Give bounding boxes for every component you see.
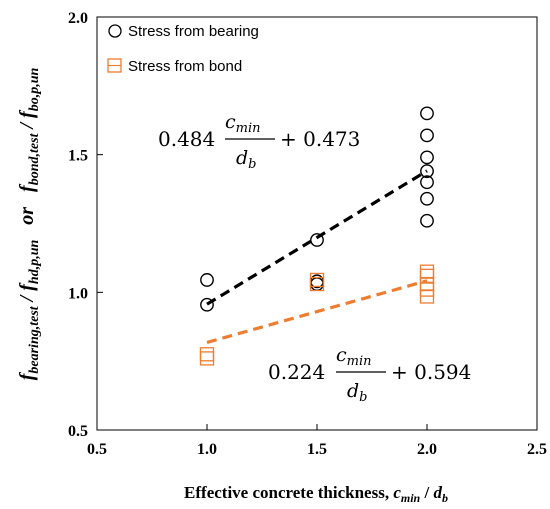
eq-bearing-denominator: db	[236, 147, 257, 172]
x-tick-label: 0.5	[87, 441, 107, 458]
point-bearing	[420, 106, 434, 121]
point-bearing	[420, 175, 434, 190]
point-bond	[419, 276, 435, 292]
point-bond	[309, 276, 325, 292]
eq-bond-denominator: db	[347, 380, 368, 405]
point-bond	[419, 268, 435, 283]
point-bond	[419, 289, 435, 304]
point-bearing	[420, 150, 434, 165]
legend-label-bond: Stress from bond	[128, 58, 242, 75]
legend-marker-bearing	[108, 24, 122, 38]
point-bearing	[310, 277, 324, 291]
point-bearing	[420, 164, 434, 179]
point-bearing	[420, 213, 434, 228]
point-bearing	[420, 191, 434, 206]
fit-line-bearing	[206, 169, 428, 306]
x-tick-label: 2.5	[527, 441, 547, 458]
eq-bond-constant: + 0.594	[391, 360, 471, 384]
fit-line-layer	[206, 169, 428, 344]
x-tick-label: 1.5	[307, 441, 327, 458]
y-tick-label: 1.0	[68, 285, 88, 302]
tick-layer: 0.5 1.0 1.5 2.0 2.5 0.5 1.0 1.5 2.0	[68, 10, 547, 458]
y-axis-label: fbearing,test / fhd,p,un or fbond,test /…	[16, 68, 42, 381]
equation-bond: 0.224 cmin db + 0.594	[268, 344, 471, 405]
y-tick-label: 0.5	[68, 423, 88, 440]
y-tick-label: 1.5	[68, 148, 88, 165]
x-axis-label: Effective concrete thickness, cmin / db	[184, 483, 448, 505]
point-bearing	[200, 273, 214, 287]
point-bond	[199, 347, 215, 362]
eq-bearing-coef: 0.484	[158, 127, 215, 151]
eq-bearing-constant: + 0.473	[280, 127, 360, 151]
point-bond	[199, 351, 215, 366]
eq-bearing-numerator: cmin	[225, 111, 261, 136]
point-bearing	[200, 297, 214, 312]
point-bond	[419, 264, 435, 279]
x-tick-label: 1.0	[197, 441, 217, 458]
point-bearing	[310, 233, 324, 247]
fit-line-bond	[206, 279, 428, 344]
point-bearing	[420, 128, 434, 143]
x-tick-label: 2.0	[417, 441, 437, 458]
legend: Stress from bearing Stress from bond	[107, 23, 259, 75]
eq-bond-numerator: cmin	[336, 344, 372, 369]
y-tick-label: 2.0	[68, 10, 88, 27]
equation-bearing: 0.484 cmin db + 0.473	[158, 111, 360, 172]
eq-bond-coef: 0.224	[268, 360, 325, 384]
legend-label-bearing: Stress from bearing	[128, 23, 259, 40]
points-layer	[199, 106, 435, 366]
